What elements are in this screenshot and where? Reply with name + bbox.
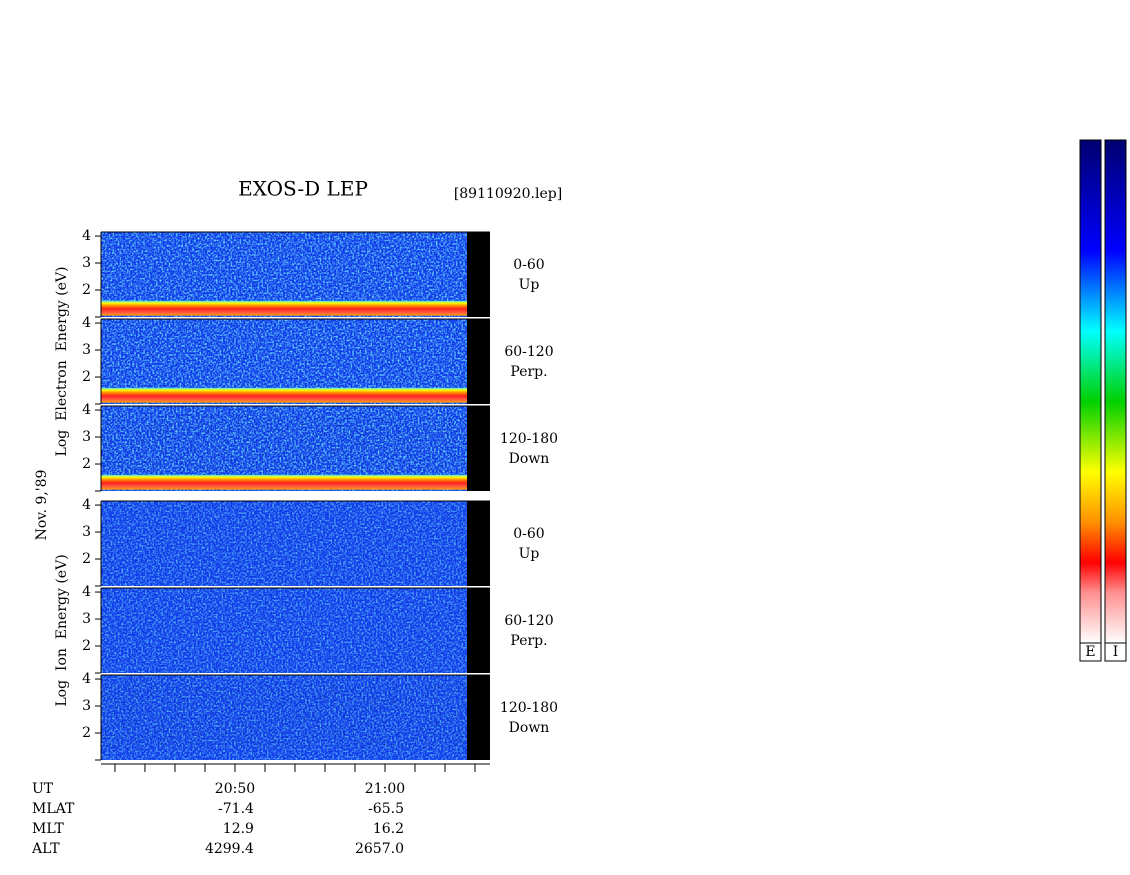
ephemeris-label: MLT xyxy=(32,821,64,837)
panel-angle: 60-120 xyxy=(504,613,553,629)
y-axis-label: Log Electron Energy (eV) xyxy=(54,267,70,457)
panel-direction: Perp. xyxy=(510,633,547,649)
panel-angle: 0-60 xyxy=(513,526,544,542)
y-tick-label: 4 xyxy=(82,228,91,244)
file-label: [89110920.lep] xyxy=(454,186,562,202)
ephemeris-value: 20:50 xyxy=(215,781,255,797)
no-data xyxy=(467,501,490,586)
panel-speckle xyxy=(101,501,467,586)
ephemeris-value: 16.2 xyxy=(373,821,404,837)
electron-band xyxy=(101,387,467,403)
ephemeris-label: MLAT xyxy=(32,801,75,817)
y-tick-label: 3 xyxy=(82,429,91,445)
y-tick-label: 2 xyxy=(82,456,91,472)
y-tick-label: 2 xyxy=(82,369,91,385)
ephemeris-value: 4299.4 xyxy=(205,841,254,857)
electron-band xyxy=(101,300,467,316)
y-tick-label: 2 xyxy=(82,282,91,298)
ephemeris-value: 12.9 xyxy=(223,821,254,837)
colorbar-box xyxy=(1104,642,1127,662)
ephemeris-value: 2657.0 xyxy=(355,841,404,857)
panel-dropouts xyxy=(101,414,467,479)
panel-direction: Up xyxy=(519,546,540,562)
no-data xyxy=(467,406,490,491)
panel-direction: Up xyxy=(519,277,540,293)
panel-angle: 120-180 xyxy=(500,700,558,716)
ephemeris-label: UT xyxy=(32,781,54,797)
panel-direction: Down xyxy=(509,451,550,467)
y-tick-label: 4 xyxy=(82,315,91,331)
panel-direction: Down xyxy=(509,720,550,736)
y-tick-label: 3 xyxy=(82,255,91,271)
panel-angle: 0-60 xyxy=(513,257,544,273)
y-tick-label: 4 xyxy=(82,497,91,513)
y-axis-label: Log Ion Energy (eV) xyxy=(54,554,70,706)
panel-direction: Perp. xyxy=(510,364,547,380)
ephemeris-value: -71.4 xyxy=(218,801,254,817)
ephemeris-value: 21:00 xyxy=(365,781,405,797)
colorbar xyxy=(1104,139,1127,644)
colorbar xyxy=(1079,139,1102,644)
date-label: Nov. 9,'89 xyxy=(34,470,50,541)
no-data xyxy=(467,588,490,673)
y-tick-label: 2 xyxy=(82,551,91,567)
y-tick-label: 2 xyxy=(82,725,91,741)
y-tick-label: 3 xyxy=(82,611,91,627)
colorbars: E I xyxy=(1079,139,1127,662)
ephemeris-value: -65.5 xyxy=(368,801,404,817)
panel-speckle xyxy=(101,588,467,673)
electron-band xyxy=(101,474,467,490)
y-tick-label: 2 xyxy=(82,638,91,654)
y-tick-label: 4 xyxy=(82,402,91,418)
colorbar-box xyxy=(1079,642,1102,662)
panel-angle: 60-120 xyxy=(504,344,553,360)
no-data xyxy=(467,232,490,317)
panel-angle: 120-180 xyxy=(500,431,558,447)
panel-dropouts xyxy=(101,683,467,748)
y-tick-label: 3 xyxy=(82,524,91,540)
ephemeris-label: ALT xyxy=(31,841,60,857)
colorbar-label: E xyxy=(1085,644,1095,660)
y-tick-label: 4 xyxy=(82,584,91,600)
y-tick-label: 3 xyxy=(82,342,91,358)
y-tick-label: 4 xyxy=(82,671,91,687)
no-data xyxy=(467,319,490,404)
chart-title: EXOS-D LEP xyxy=(238,177,368,201)
y-tick-label: 3 xyxy=(82,698,91,714)
no-data xyxy=(467,675,490,760)
colorbar-label: I xyxy=(1113,644,1119,660)
